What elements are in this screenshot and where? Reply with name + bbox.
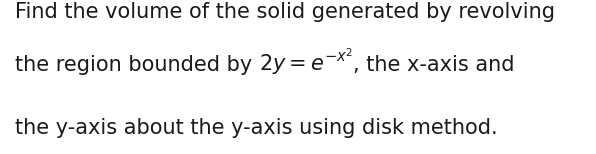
Text: Find the volume of the solid generated by revolving: Find the volume of the solid generated b… — [15, 2, 555, 22]
Text: the y-axis about the y-axis using disk method.: the y-axis about the y-axis using disk m… — [15, 118, 498, 138]
Text: , the x-axis and: , the x-axis and — [353, 55, 514, 75]
Text: $2y = e^{-x^2}$: $2y = e^{-x^2}$ — [259, 47, 353, 77]
Text: the region bounded by: the region bounded by — [15, 55, 259, 75]
